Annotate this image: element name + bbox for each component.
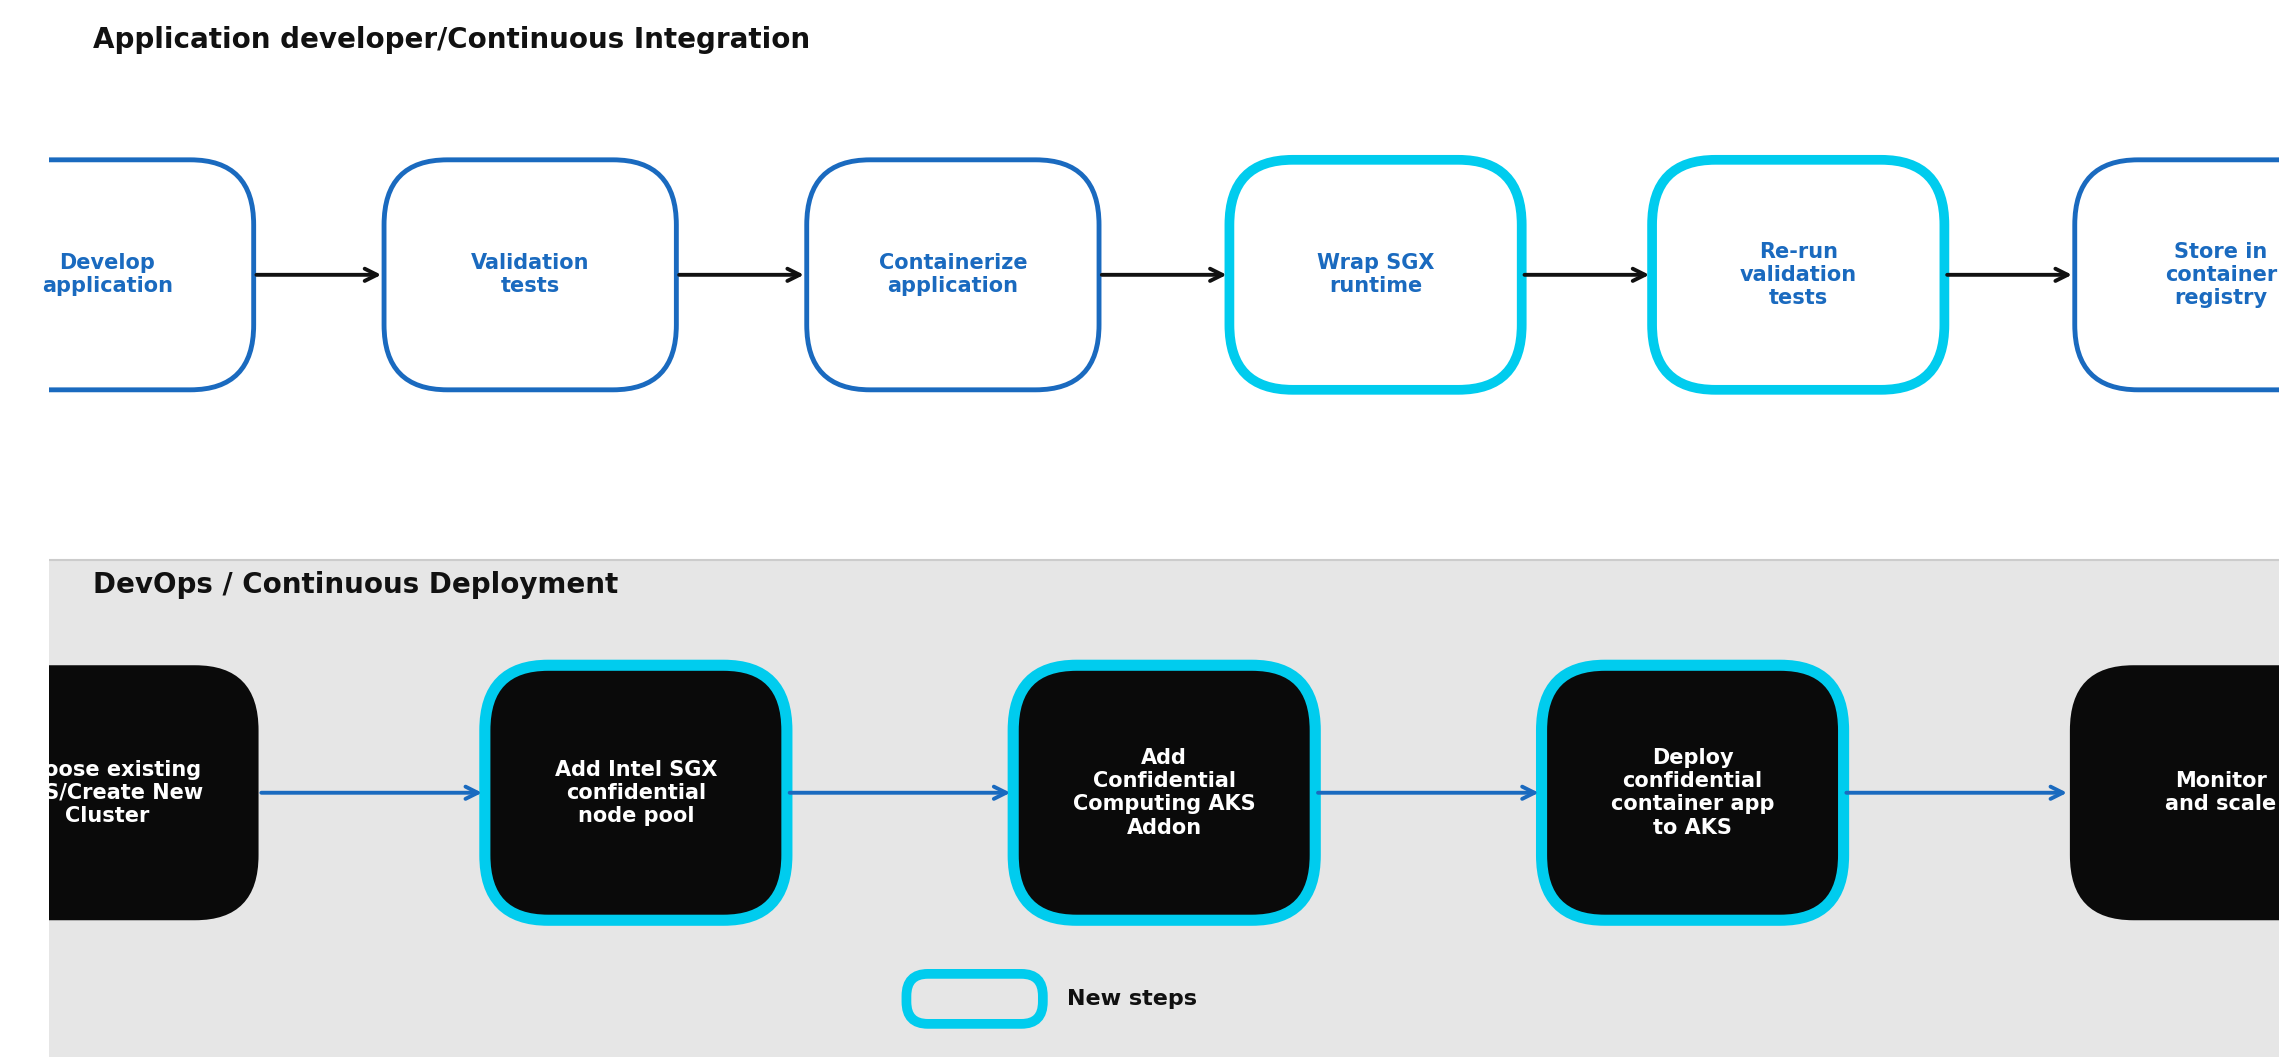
FancyBboxPatch shape (0, 665, 259, 921)
FancyBboxPatch shape (806, 160, 1099, 390)
FancyBboxPatch shape (485, 665, 787, 921)
Text: Re-run
validation
tests: Re-run validation tests (1740, 242, 1856, 308)
Text: Monitor
and scale: Monitor and scale (2165, 772, 2278, 814)
FancyBboxPatch shape (1014, 665, 1316, 921)
FancyBboxPatch shape (1229, 160, 1522, 390)
Text: DevOps / Continuous Deployment: DevOps / Continuous Deployment (94, 571, 618, 598)
Text: Containerize
application: Containerize application (879, 254, 1028, 296)
FancyBboxPatch shape (906, 973, 1044, 1024)
Text: Deploy
confidential
container app
to AKS: Deploy confidential container app to AKS (1611, 748, 1774, 837)
Text: Wrap SGX
runtime: Wrap SGX runtime (1316, 254, 1435, 296)
FancyBboxPatch shape (2069, 665, 2289, 921)
FancyBboxPatch shape (48, 0, 2280, 560)
Text: Store in
container
registry: Store in container registry (2165, 242, 2278, 308)
FancyBboxPatch shape (385, 160, 675, 390)
FancyBboxPatch shape (0, 160, 254, 390)
Text: Choose existing
AKS/Create New
Cluster: Choose existing AKS/Create New Cluster (11, 760, 204, 826)
Text: Develop
application: Develop application (41, 254, 174, 296)
Text: Application developer/Continuous Integration: Application developer/Continuous Integra… (94, 26, 810, 54)
Text: Validation
tests: Validation tests (472, 254, 591, 296)
FancyBboxPatch shape (1653, 160, 1943, 390)
FancyBboxPatch shape (48, 560, 2280, 1057)
Text: New steps: New steps (1067, 989, 1197, 1008)
Text: Add
Confidential
Computing AKS
Addon: Add Confidential Computing AKS Addon (1074, 748, 1257, 837)
FancyBboxPatch shape (2074, 160, 2289, 390)
FancyBboxPatch shape (1540, 665, 1843, 921)
Text: Add Intel SGX
confidential
node pool: Add Intel SGX confidential node pool (554, 760, 716, 826)
